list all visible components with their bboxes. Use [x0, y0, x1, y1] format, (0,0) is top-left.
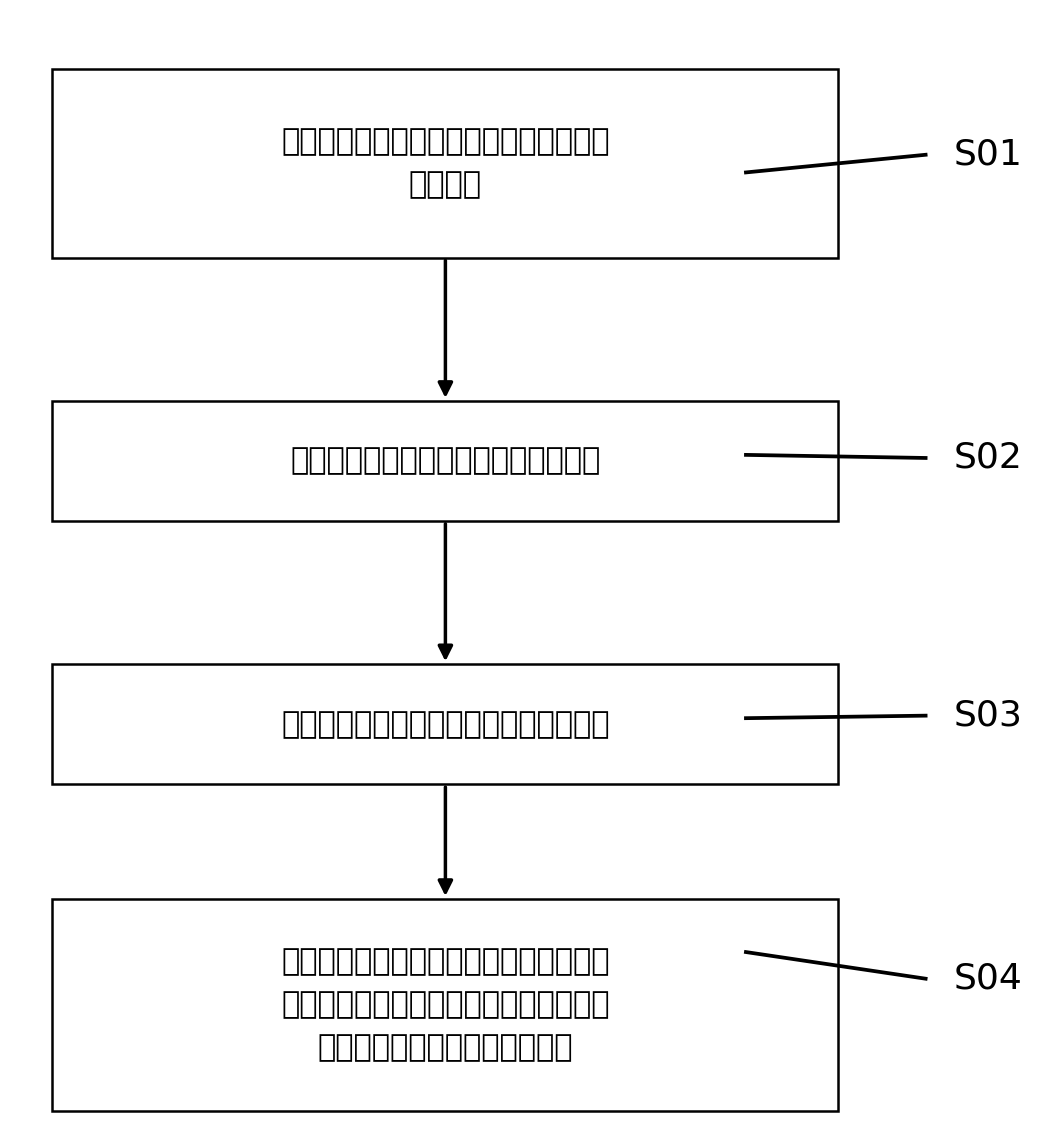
Bar: [52, 664, 838, 784]
Text: 运用模式识别算法，将滤波处理后的数据
参数与所述正常模型和多种故障模型进行
对比，得到当前系统的运行模式: 运用模式识别算法，将滤波处理后的数据 参数与所述正常模型和多种故障模型进行 对比…: [281, 947, 610, 1063]
Bar: [52, 69, 838, 258]
Text: S01: S01: [954, 137, 1023, 172]
Text: S02: S02: [954, 441, 1023, 475]
Text: S04: S04: [954, 962, 1023, 996]
Bar: [52, 401, 838, 521]
Text: 根据系统动力学特性建立正常模型和多种
故障模型: 根据系统动力学特性建立正常模型和多种 故障模型: [281, 127, 610, 199]
Text: 通过分布式数据采集获取各类数据参数: 通过分布式数据采集获取各类数据参数: [290, 447, 601, 475]
Text: 采用粒子滤波算法精确估计系统状态参数: 采用粒子滤波算法精确估计系统状态参数: [281, 710, 610, 739]
Text: S03: S03: [954, 698, 1023, 733]
Bar: [52, 899, 838, 1111]
